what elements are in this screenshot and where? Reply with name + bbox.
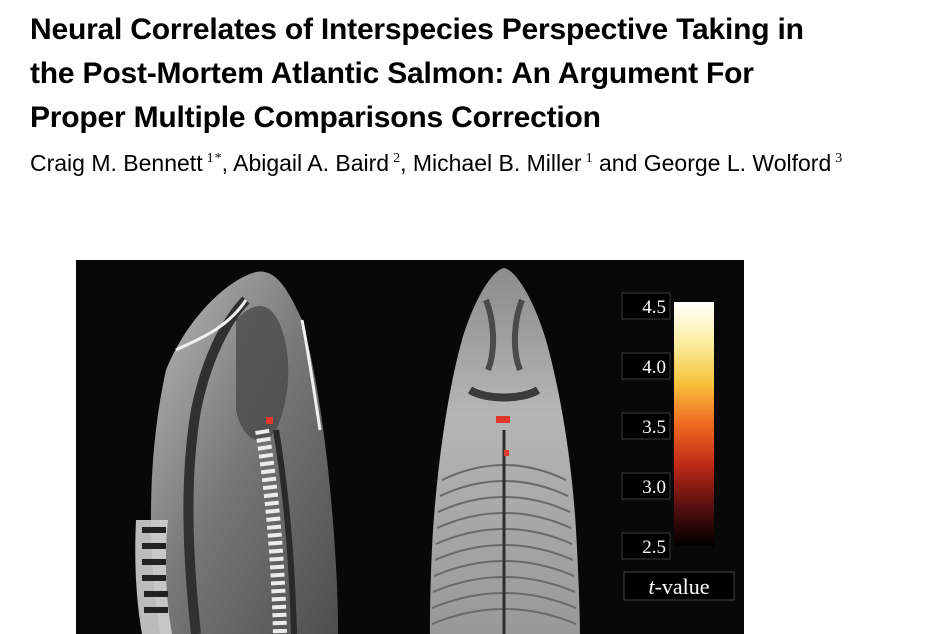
colorbar-gradient (674, 302, 714, 546)
author-separator: , (400, 150, 413, 176)
author-name: Michael B. Miller (412, 150, 582, 176)
colorbar-tick-label: 3.0 (642, 477, 666, 498)
title-line-1: Neural Correlates of Interspecies Perspe… (30, 13, 804, 46)
colorbar-tick-box (621, 352, 671, 380)
activation-voxel (496, 416, 510, 423)
activation-voxel (266, 417, 273, 424)
colorbar-tick-label: 3.5 (642, 417, 666, 438)
activation-voxel (504, 450, 509, 456)
affiliation-mark: 3 (835, 151, 843, 166)
author-separator: , (221, 150, 234, 176)
colorbar-tick-box (621, 532, 671, 560)
author-list: Craig M. Bennett 1*, Abigail A. Baird 2, M… (30, 144, 920, 178)
author-name: Craig M. Bennett (30, 150, 203, 176)
colorbar-tick-box (621, 412, 671, 440)
colorbar-label-box (623, 571, 735, 601)
fmri-figure: 4.5 4.0 3.5 3.0 2.5 t-value (76, 260, 744, 634)
author-name: George L. Wolford (643, 150, 832, 176)
affiliation-mark: 1 (206, 151, 214, 166)
colorbar-label: t-value (648, 574, 709, 599)
author-separator: and (592, 150, 644, 176)
colorbar: 4.5 4.0 3.5 3.0 2.5 t-value (621, 292, 735, 601)
colorbar-tick-label: 4.5 (642, 297, 666, 318)
paper-title: Neural Correlates of Interspecies Perspe… (30, 8, 930, 140)
colorbar-tick-label: 2.5 (642, 537, 666, 558)
colorbar-tick-label: 4.0 (642, 357, 666, 378)
fmri-figure-graphic: 4.5 4.0 3.5 3.0 2.5 t-value (135, 268, 735, 634)
affiliation-mark: 2 (393, 151, 401, 166)
title-line-3: Proper Multiple Comparisons Correction (30, 101, 601, 134)
activation-voxels (266, 416, 510, 456)
title-line-2: the Post-Mortem Atlantic Salmon: An Argu… (30, 57, 754, 90)
salmon-sagittal-scan (135, 271, 338, 634)
corresponding-mark: * (214, 151, 222, 166)
author-name: Abigail A. Baird (233, 150, 390, 176)
affiliation-mark: 1 (585, 151, 593, 166)
colorbar-tick-box (621, 292, 671, 320)
colorbar-tick-box (621, 472, 671, 500)
